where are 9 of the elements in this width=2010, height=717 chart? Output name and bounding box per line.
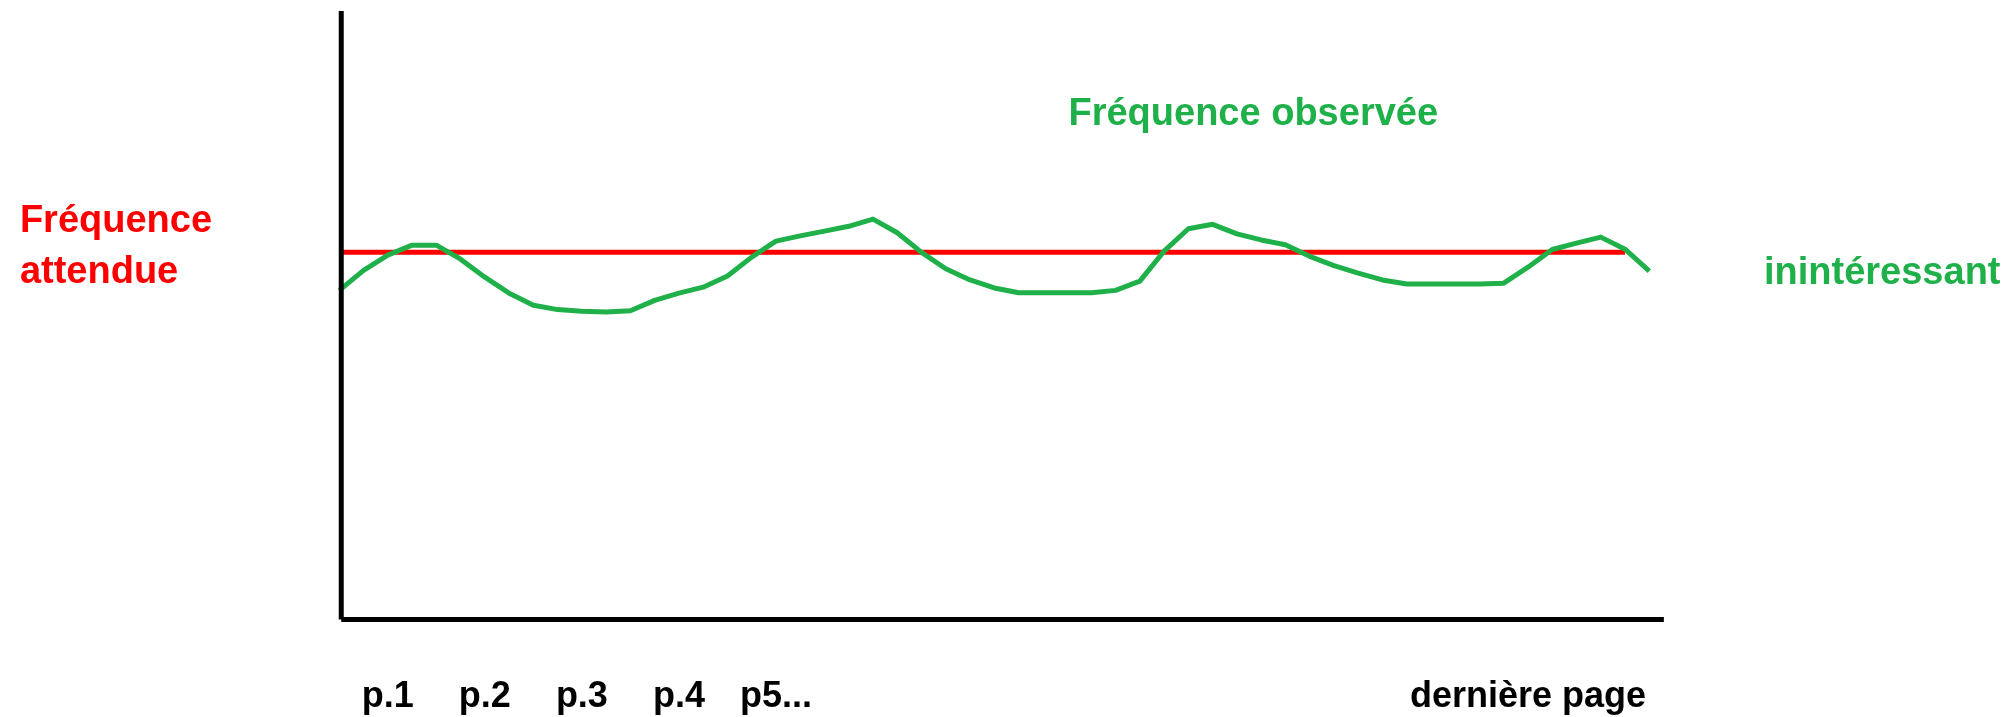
text: Fréquence attendue — [19, 198, 213, 291]
x-tick-label: p.1 — [361, 673, 414, 715]
x-tick-label: p.2 — [458, 673, 511, 715]
text: inintéressant — [1763, 250, 2001, 293]
x-tick-label: p5... — [739, 673, 812, 715]
text: Fréquence observée — [1068, 91, 1439, 134]
x-tick-label: p.3 — [555, 673, 608, 715]
x-tick-label: dernière page — [1409, 673, 1647, 715]
x-tick-label: p.4 — [652, 673, 705, 715]
